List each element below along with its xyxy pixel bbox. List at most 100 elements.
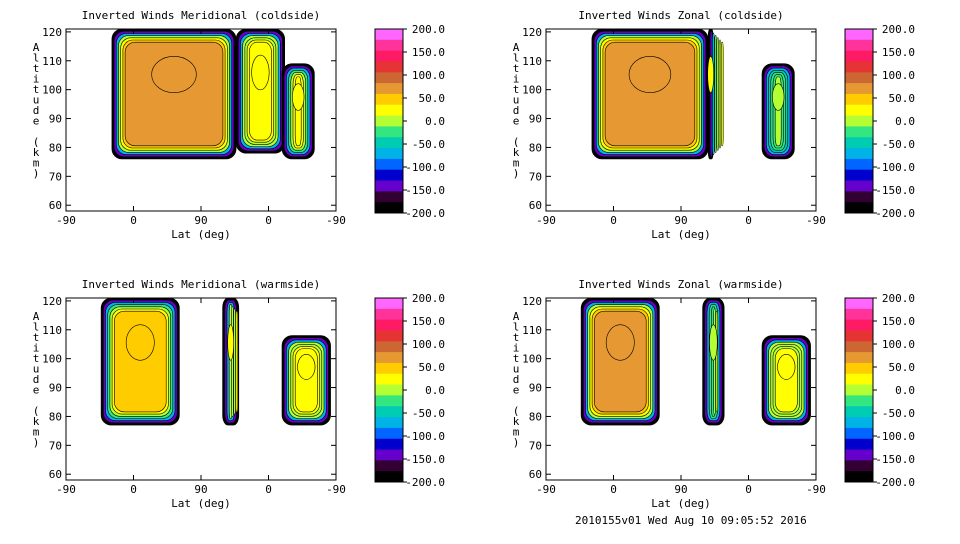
y-tick-label: 100 <box>522 353 542 366</box>
chart-title: Inverted Winds Zonal (warmside) <box>578 278 783 291</box>
y-tick-label: 60 <box>49 468 62 481</box>
y-tick-label: 90 <box>529 382 542 395</box>
colorbar-swatch <box>375 438 403 451</box>
colorbar-label: 100.0 <box>412 69 445 82</box>
x-tick-label: 0 <box>265 483 272 496</box>
y-tick-label: 70 <box>49 439 62 452</box>
colorbar-swatch <box>375 471 403 483</box>
contour-level <box>235 310 239 413</box>
colorbar-swatch <box>845 298 873 310</box>
y-tick-label: 90 <box>529 113 542 126</box>
y-tick-label: 100 <box>42 353 62 366</box>
contour-region <box>591 28 709 160</box>
y-tick-label: 100 <box>42 84 62 97</box>
x-tick-label: 0 <box>610 214 617 227</box>
colorbar-swatch <box>845 362 873 375</box>
colorbar-label: 100.0 <box>882 338 915 351</box>
colorbar-label: 150.0 <box>882 46 915 59</box>
contour-peak <box>125 324 155 361</box>
colorbar: 200.0 150.0 100.0 50.0 0.0 -50.0 -100.0 -150.0 -… <box>844 292 915 489</box>
contour-level <box>231 306 234 417</box>
y-tick-label: 110 <box>42 55 62 68</box>
colorbar-swatch <box>845 50 873 62</box>
y-tick-label: 80 <box>49 141 62 154</box>
colorbar-swatch <box>375 395 403 407</box>
x-tick-label: 0 <box>745 214 752 227</box>
x-tick-label: -90 <box>536 214 556 227</box>
colorbar-swatch <box>375 72 403 84</box>
contour-peak <box>777 354 796 380</box>
y-tick-label: 70 <box>529 170 542 183</box>
colorbar-swatch <box>845 93 873 106</box>
colorbar-swatch <box>375 104 403 117</box>
colorbar-swatch <box>845 180 873 192</box>
x-tick-label: 90 <box>194 214 207 227</box>
colorbar-label: 200.0 <box>882 23 915 36</box>
colorbar-swatch <box>845 72 873 84</box>
x-tick-label: -90 <box>806 214 826 227</box>
colorbar-swatch <box>845 126 873 138</box>
colorbar-swatch <box>375 427 403 440</box>
colorbar-label: 0.0 <box>895 115 915 128</box>
x-axis-label: Lat (deg) <box>651 497 711 510</box>
y-tick-label: 60 <box>49 199 62 212</box>
x-tick-label: -90 <box>806 483 826 496</box>
x-tick-label: -90 <box>56 214 76 227</box>
colorbar-swatch <box>845 373 873 386</box>
colorbar-label: -200.0 <box>875 207 915 220</box>
contour-level <box>709 30 713 158</box>
colorbar-label: 200.0 <box>882 292 915 305</box>
chart-panel: Inverted Winds Zonal (warmside) 60 70 80 90 1… <box>513 278 915 510</box>
x-tick-label: 90 <box>674 214 687 227</box>
colorbar-swatch <box>375 417 403 429</box>
y-tick-label: 60 <box>529 199 542 212</box>
contour-peak <box>297 354 316 380</box>
colorbar-swatch <box>845 460 873 472</box>
chart-title: Inverted Winds Zonal (coldside) <box>578 9 783 22</box>
y-tick-label: 110 <box>522 55 542 68</box>
colorbar-swatch <box>375 460 403 472</box>
colorbar-swatch <box>845 191 873 203</box>
colorbar-label: -200.0 <box>875 476 915 489</box>
colorbar-swatch <box>845 384 873 396</box>
colorbar-swatch <box>845 308 873 321</box>
colorbar-swatch <box>845 438 873 451</box>
contour-level <box>124 41 224 147</box>
colorbar-swatch <box>375 158 403 171</box>
contour-level <box>604 41 696 147</box>
colorbar-swatch <box>845 330 873 342</box>
contour-level <box>712 33 715 155</box>
colorbar-label: 0.0 <box>425 384 445 397</box>
colorbar-swatch <box>375 202 403 214</box>
x-tick-label: -90 <box>536 483 556 496</box>
contour-region <box>222 297 240 426</box>
y-tick-label: 60 <box>529 468 542 481</box>
colorbar-label: 0.0 <box>895 384 915 397</box>
contour-peak <box>707 55 715 94</box>
colorbar-swatch <box>845 341 873 353</box>
x-tick-label: 0 <box>130 214 137 227</box>
x-tick-label: -90 <box>326 214 346 227</box>
colorbar-label: 200.0 <box>412 292 445 305</box>
contour-region <box>281 335 331 426</box>
colorbar-swatch <box>845 39 873 52</box>
colorbar-swatch <box>845 319 873 331</box>
colorbar-label: -150.0 <box>405 184 445 197</box>
x-axis-label: Lat (deg) <box>171 497 231 510</box>
y-tick-label: 70 <box>529 439 542 452</box>
chart-panel: Inverted Winds Zonal (coldside) 60 70 80 90 1… <box>513 9 915 241</box>
contour-region <box>761 63 795 160</box>
y-tick-label: 120 <box>42 295 62 308</box>
contour-level <box>714 35 717 153</box>
colorbar-label: 100.0 <box>882 69 915 82</box>
contour-level <box>233 308 236 415</box>
contour-level <box>720 41 724 147</box>
colorbar-swatch <box>845 202 873 214</box>
chart-panel: Inverted Winds Meridional (coldside) 60 70… <box>33 9 445 241</box>
y-tick-label: 80 <box>529 410 542 423</box>
x-tick-label: 90 <box>674 483 687 496</box>
contour-region <box>281 63 315 160</box>
colorbar-swatch <box>845 169 873 182</box>
